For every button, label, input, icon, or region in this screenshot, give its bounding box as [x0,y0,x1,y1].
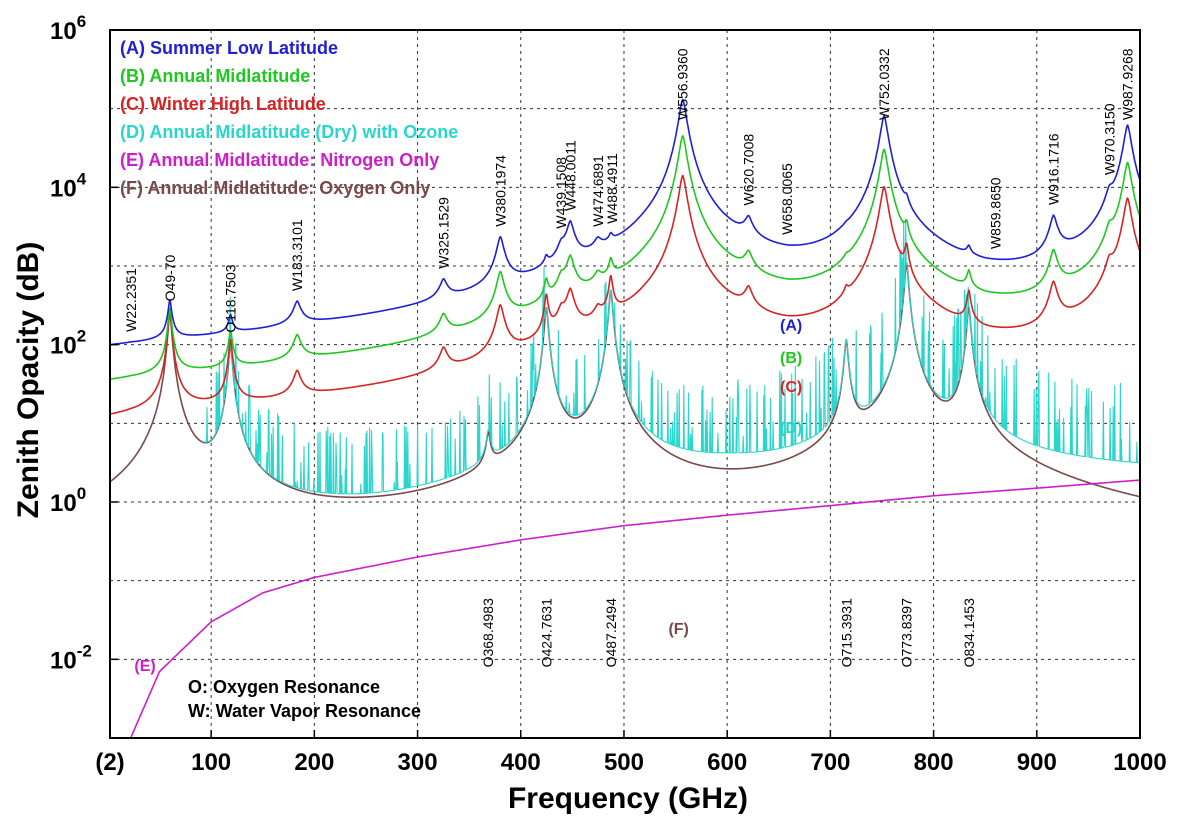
resonance-label-oxygen: O834.1453 [961,598,977,667]
legend: (A) Summer Low Latitude (B) Annual Midlat… [120,38,458,198]
y-axis-title: Zenith Opacity (dB) [12,242,45,519]
x-tick-label: 900 [1017,749,1057,776]
resonance-label-water: W987.9268 [1120,48,1136,120]
legend-item: (B) Annual Midlatitude [120,66,310,86]
x-tick-label: 400 [501,749,541,776]
x-tick-label: 600 [707,749,747,776]
series-tag-e: (E) [134,658,155,675]
x-tick-label: 700 [810,749,850,776]
resonance-label-oxygen: O368.4983 [480,598,496,667]
grid [110,30,1140,738]
x-tick-label: (2) [95,749,124,776]
series-tags: (A) (B) (C) (D) (E) (F) [134,318,802,675]
legend-item: (E) Annual Midlatitude: Nitrogen Only [120,150,439,170]
resonance-label-water: W970.3150 [1101,103,1117,175]
series-line-d [200,219,1141,495]
resonance-label-oxygen: O487.2494 [603,598,619,667]
x-tick-label: 200 [294,749,334,776]
series-line-a [109,98,1141,346]
resonance-label-water: W916.1716 [1045,133,1061,205]
resonance-label-water: W474.6891 [590,155,606,227]
series-line-f [109,262,1141,499]
key-oxygen: O: Oxygen Resonance [188,677,380,697]
resonance-labels: W22.2351 O49-70 O118.7503 W183.3101 W325.152… [123,48,1136,667]
x-axis-title: Frequency (GHz) [508,782,748,815]
resonance-label-oxygen: O773.8397 [899,598,915,667]
legend-item: (F) Annual Midlatitude: Oxygen Only [120,178,430,198]
series-line-e [129,479,1141,739]
series-line-c [109,174,1141,415]
resonance-label-water: W620.7008 [741,134,757,206]
resonance-label-water: W439.1508 [553,157,569,229]
legend-item: (D) Annual Midlatitude (Dry) with Ozone [120,122,458,142]
series-tag-d: (D) [780,420,802,437]
x-axis-ticks: (2) 100 200 300 400 500 600 700 800 900 1000 [95,730,1167,776]
resonance-label-water: W752.0332 [876,48,892,120]
resonance-key: O: Oxygen Resonance W: Water Vapor Reson… [188,677,421,721]
resonance-label-water: W183.3101 [289,219,305,291]
series-tag-c: (C) [780,379,802,396]
x-tick-label: 1000 [1113,749,1166,776]
series-group [109,98,1141,739]
series-tag-a: (A) [780,318,802,335]
x-tick-label: 100 [191,749,231,776]
resonance-label-water: W22.2351 [123,268,139,332]
series-tag-f: (F) [668,621,688,638]
resonance-label-oxygen: O118.7503 [222,264,238,332]
legend-item: (C) Winter High Latitude [120,94,326,114]
resonance-label-oxygen: O424.7631 [538,598,554,667]
x-tick-label: 500 [604,749,644,776]
x-tick-label: 300 [398,749,438,776]
plot-frame [109,29,1141,739]
resonance-label-water: W488.4911 [604,153,620,224]
key-water-vapor: W: Water Vapor Resonance [188,701,421,721]
resonance-label-water: W556.9360 [675,48,691,120]
series-line-b [109,135,1141,380]
resonance-label-water: W325.1529 [436,197,452,269]
resonance-label-water: W859.8650 [987,177,1003,249]
resonance-label-oxygen: O49-70 [162,254,178,301]
resonance-label-oxygen: O715.3931 [838,598,854,667]
series-tag-b: (B) [780,350,802,367]
resonance-label-water: W658.0065 [779,163,795,235]
legend-item: (A) Summer Low Latitude [120,38,338,58]
resonance-label-water: W448.0011 [562,140,578,211]
x-tick-label: 800 [914,749,954,776]
resonance-label-water: W380.1974 [492,155,508,227]
